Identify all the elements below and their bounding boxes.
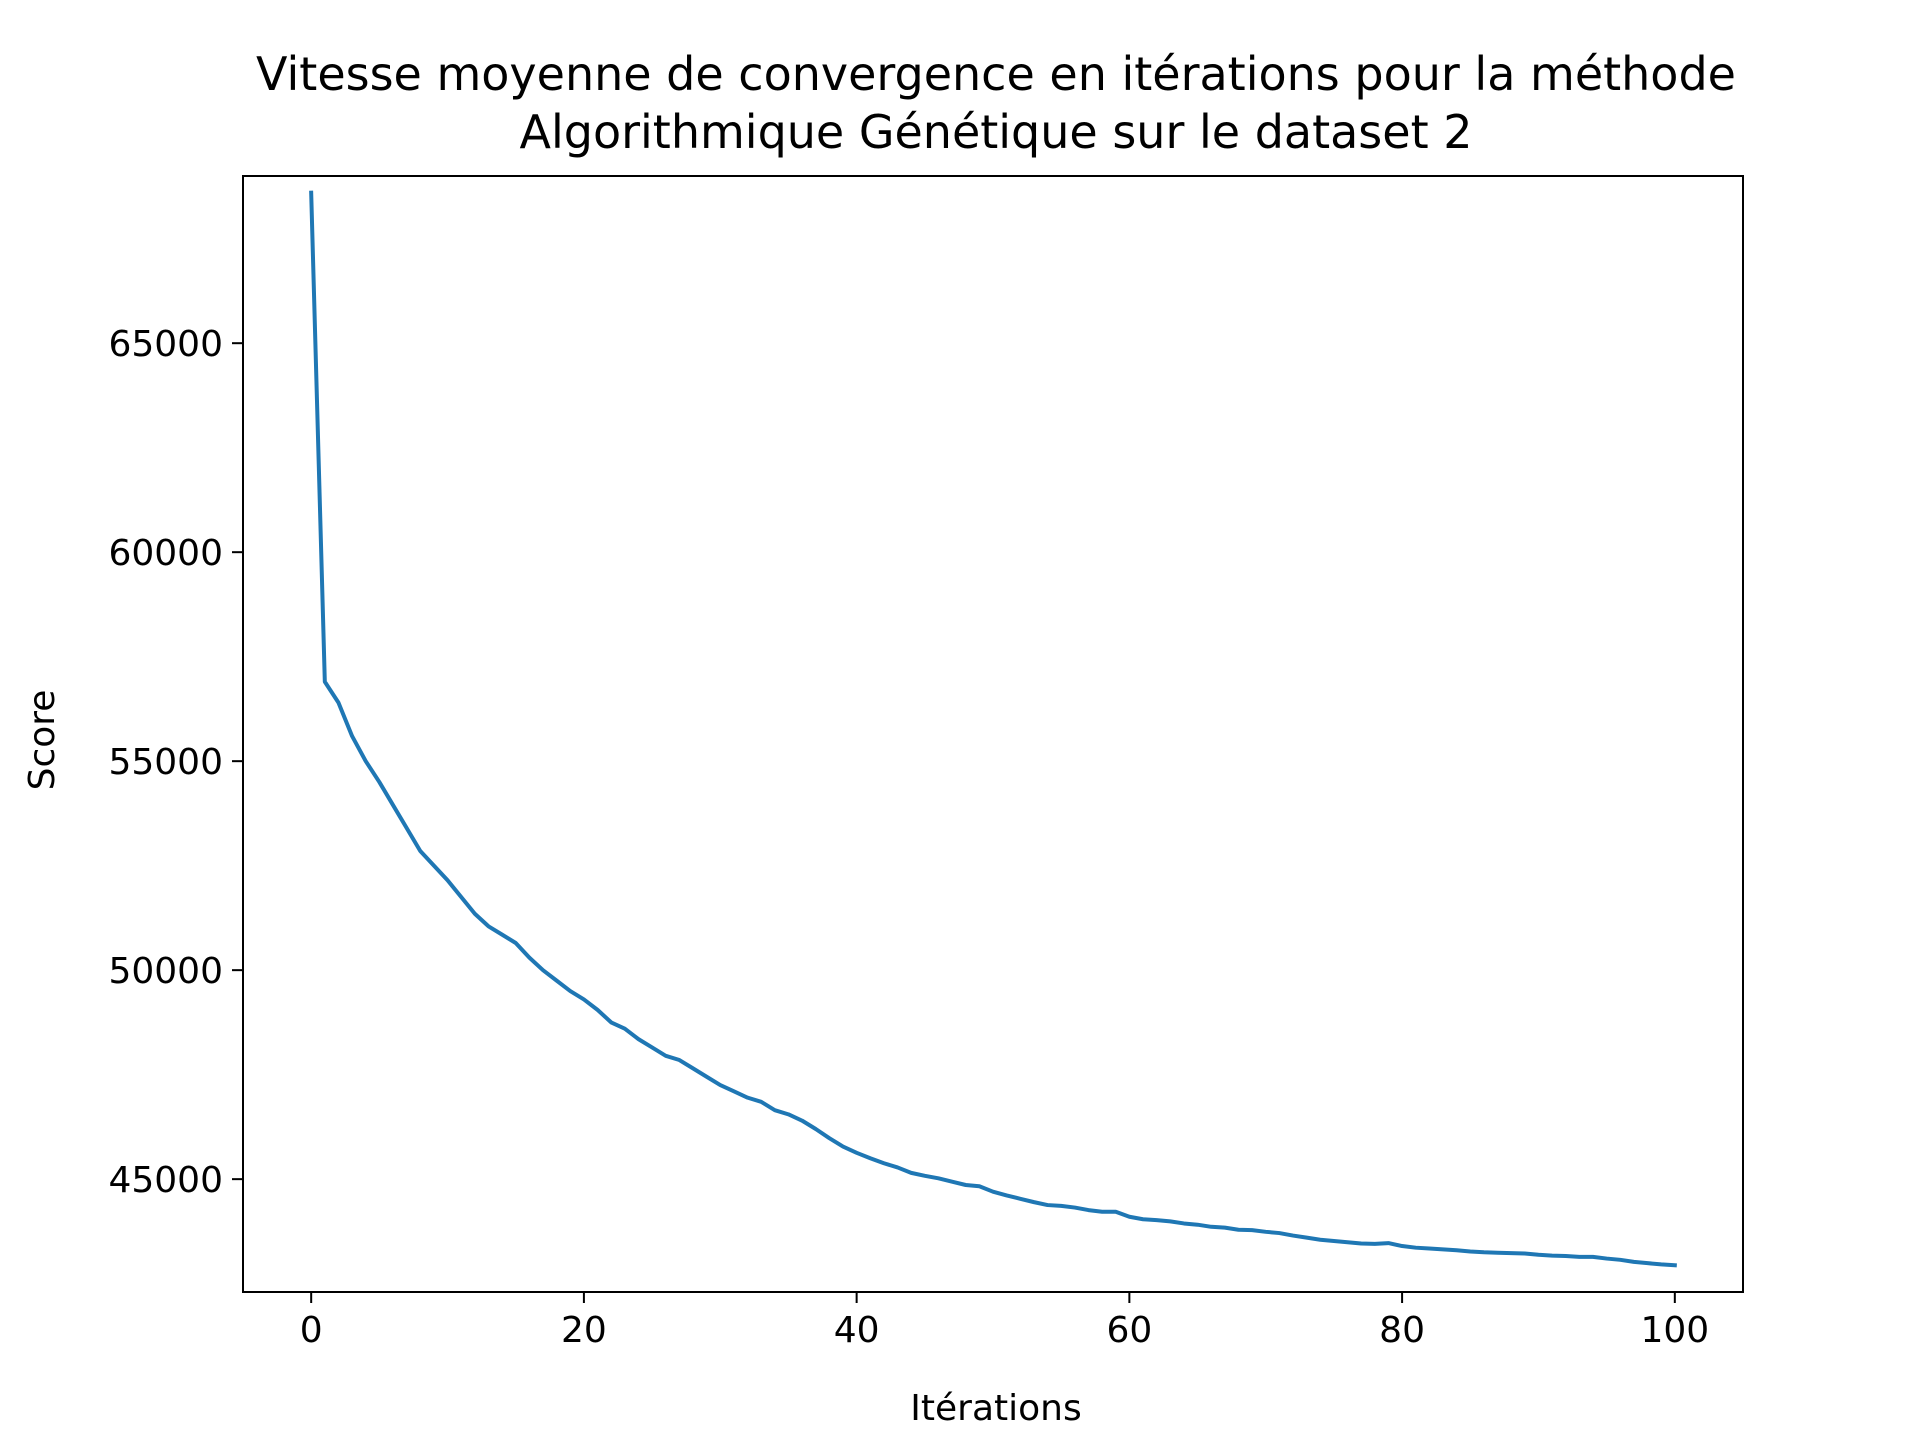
y-tick-label: 65000 (108, 324, 223, 365)
chart-title: Vitesse moyenne de convergence en itérat… (256, 47, 1736, 159)
y-axis-ticks: 45000 50000 55000 60000 65000 (108, 324, 243, 1201)
series-line-0 (309, 190, 1677, 1268)
x-tick-label: 80 (1379, 1310, 1425, 1351)
y-tick-label: 45000 (108, 1160, 223, 1201)
plot-frame (242, 175, 1744, 1293)
x-tick-label: 20 (561, 1310, 607, 1351)
y-axis-label: Score (22, 690, 63, 791)
x-tick-label: 40 (834, 1310, 880, 1351)
x-tick-label: 60 (1106, 1310, 1152, 1351)
plot-area (242, 175, 1744, 1293)
y-tick-label: 60000 (108, 533, 223, 574)
chart-title-line-1: Vitesse moyenne de convergence en itérat… (256, 47, 1736, 101)
x-axis-label: Itérations (910, 1388, 1081, 1429)
y-tick-label: 55000 (108, 742, 223, 783)
x-axis-ticks: 0 20 40 60 80 100 (300, 1292, 1709, 1351)
y-tick-label: 50000 (108, 951, 223, 992)
chart-title-line-2: Algorithmique Génétique sur le dataset 2 (520, 105, 1473, 159)
x-tick-label: 0 (300, 1310, 323, 1351)
x-tick-label: 100 (1640, 1310, 1709, 1351)
